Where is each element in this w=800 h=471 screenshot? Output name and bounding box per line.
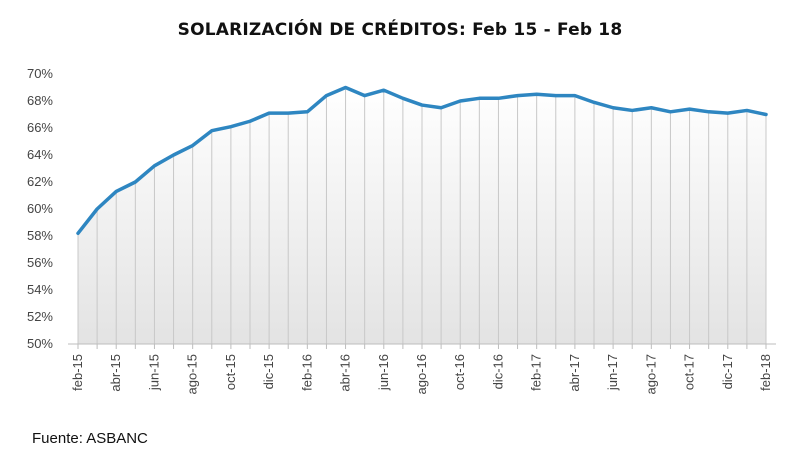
x-tick-label: dic-17 [720,354,735,389]
x-tick-label: ago-17 [643,354,658,394]
x-tick-label: jun-17 [605,354,620,391]
y-tick-label: 58% [27,228,53,243]
source-note: Fuente: ASBANC [32,430,148,447]
series-line [76,85,768,236]
y-tick-label: 62% [27,174,53,189]
x-tick-label: feb-18 [758,354,773,391]
y-tick-label: 70% [27,66,53,81]
x-tick-label: abr-16 [338,354,353,392]
y-tick-label: 64% [27,147,53,162]
y-tick-label: 66% [27,120,53,135]
x-tick-label: feb-15 [70,354,85,391]
y-tick-label: 56% [27,255,53,270]
x-tick-label: abr-15 [108,354,123,392]
gridlines [77,87,767,344]
axes [68,343,776,349]
x-tick-label: jun-16 [376,354,391,391]
x-tick-label: oct-15 [223,354,238,390]
series-line-layer [76,85,768,236]
y-tick-label: 60% [27,201,53,216]
x-tick-label: abr-17 [567,354,582,392]
y-tick-label: 50% [27,336,53,351]
x-tick-label: ago-15 [185,354,200,394]
x-tick-label: oct-17 [682,354,697,390]
y-tick-label: 52% [27,309,53,324]
y-axis-ticks: 50% 52% 54% 56% 58% 60% 62% 64% 66% 68% 70% [27,66,53,351]
x-tick-label: dic-16 [490,354,505,389]
x-tick-label: feb-17 [529,354,544,391]
x-tick-label: dic-15 [261,354,276,389]
x-tick-label: feb-16 [299,354,314,391]
y-tick-label: 68% [27,93,53,108]
y-tick-label: 54% [27,282,53,297]
x-axis-ticks: feb-15 abr-15 jun-15 ago-15 oct-15 dic-15 feb-… [70,354,773,394]
x-tick-label: oct-16 [452,354,467,390]
x-tick-label: ago-16 [414,354,429,394]
x-tick-label: jun-15 [146,354,161,391]
chart-title: SOLARIZACIÓN DE CRÉDITOS: Feb 15 - Feb 1… [177,20,623,40]
